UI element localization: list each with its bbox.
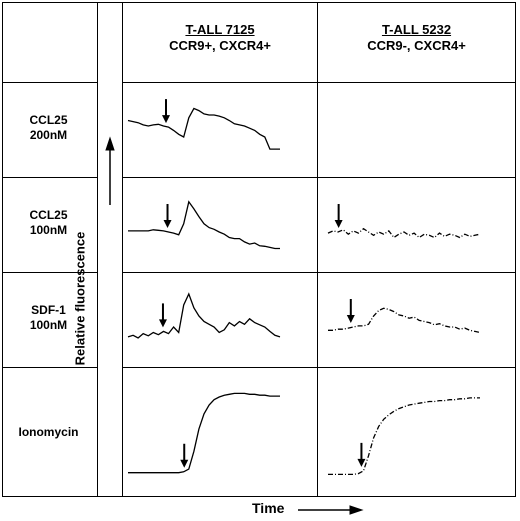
stimulus-arrow [357,442,366,467]
row-label-line: SDF-1 [31,303,66,317]
stimulus-arrow [162,99,170,124]
column-header: T-ALL 7125 CCR9+, CXCR4+ [123,22,317,54]
traces-layer [127,99,481,476]
stimulus-arrow [180,443,189,468]
row-label-line: 100nM [29,223,68,237]
column-subtitle: CCR9+, CXCR4+ [169,38,271,53]
row-label: SDF-1 100nM [0,303,97,333]
trace-line [327,227,481,239]
outer-border [2,2,516,497]
trace-line [128,200,280,250]
row-label: CCL25 200nM [0,113,97,143]
column-subtitle: CCR9-, CXCR4+ [367,38,466,53]
stimulus-arrow [334,204,343,228]
column-header: T-ALL 5232 CCR9-, CXCR4+ [318,22,515,54]
trace-line [328,397,480,476]
stimulus-arrow [163,204,172,228]
row-label: CCL25 100nM [0,208,97,238]
trace-line [127,292,281,339]
row-label-line: CCL25 [29,113,68,127]
trace-line [128,392,280,474]
column-title: T-ALL 7125 [185,22,255,37]
row-label-line: 200nM [29,128,68,142]
row-label: Ionomycin [0,425,97,440]
row-label-line: Ionomycin [18,425,79,439]
stimulus-arrow [158,303,167,328]
row-label-line: 100nM [29,318,68,332]
x-axis-arrow [298,505,364,515]
stimulus-arrow [346,299,355,323]
x-axis-label: Time [252,500,285,516]
trace-line [127,107,280,150]
y-axis-arrow [105,136,115,205]
row-label-line: CCL25 [29,208,68,222]
column-title: T-ALL 5232 [381,22,452,37]
y-axis-label: Relative fluorescence [72,231,88,366]
